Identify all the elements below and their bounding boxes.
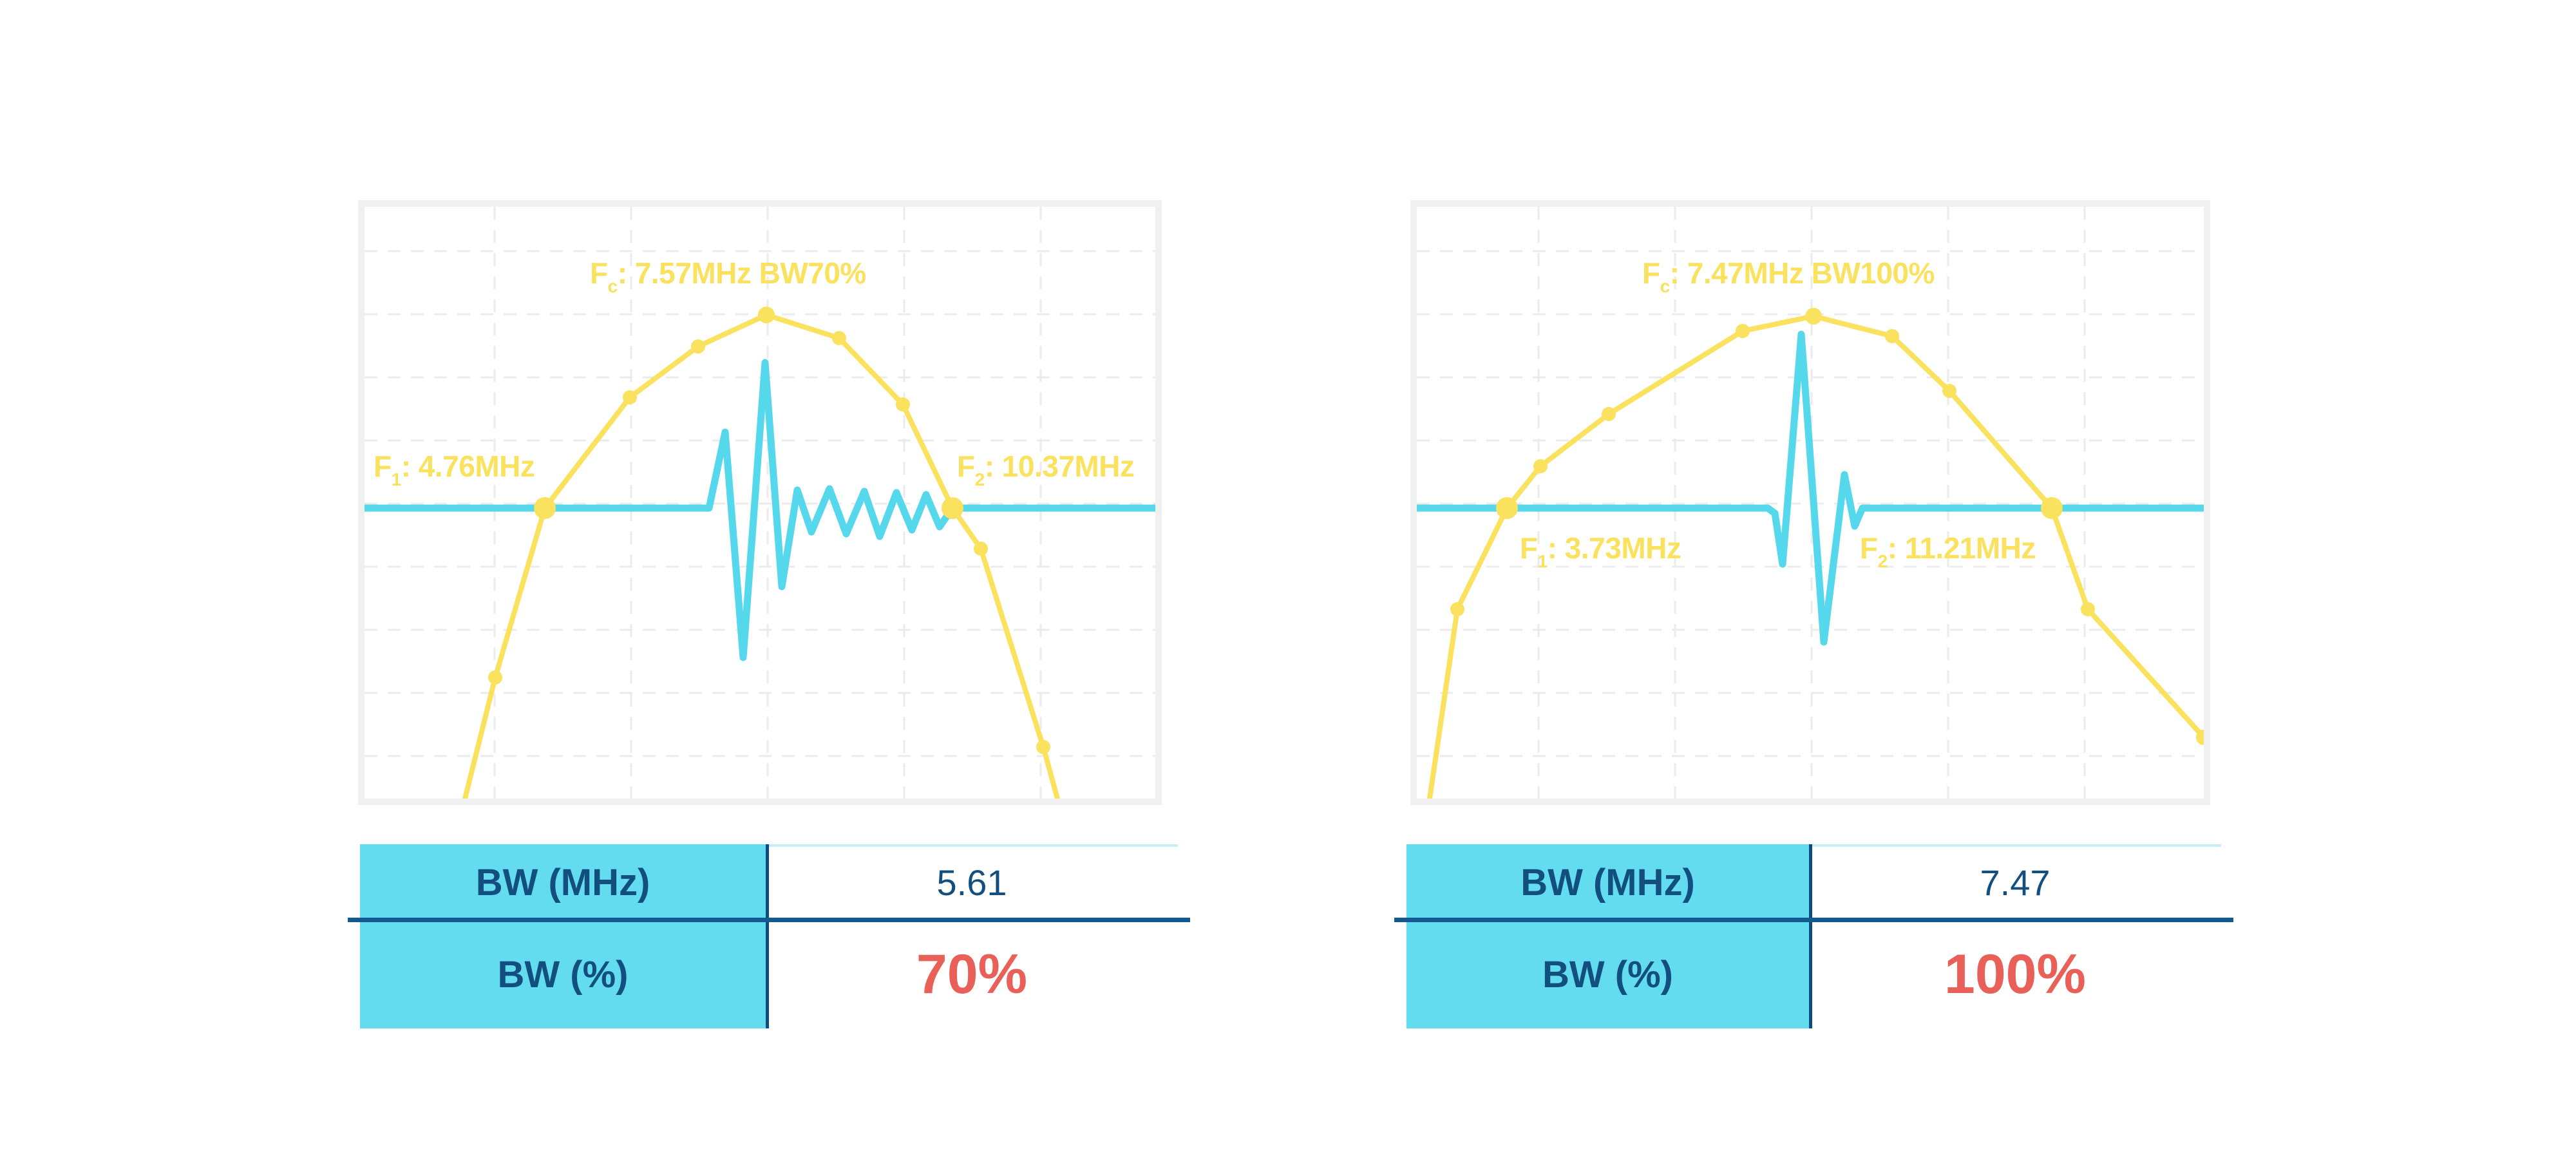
fc-symbol: F bbox=[590, 256, 608, 290]
f2-symbol: F bbox=[957, 449, 975, 483]
chart-panel-bw100: Fc: 7.47MHz BW100% F1: 3.73MHz F2: 11.21… bbox=[1410, 200, 2210, 805]
value-column-top-border bbox=[766, 844, 1178, 847]
f2-annotation: F2: 11.21MHz bbox=[1860, 531, 2036, 571]
fc-value-text: : 7.47MHz BW100% bbox=[1669, 256, 1935, 290]
f2-symbol: F bbox=[1860, 531, 1878, 565]
f2-annotation: F2: 10.37MHz bbox=[957, 449, 1135, 489]
row-divider bbox=[348, 918, 1190, 922]
column-divider bbox=[1809, 844, 1812, 1028]
bw-percent-label-cell: BW (%) bbox=[360, 920, 766, 1028]
f1-value-text: : 3.73MHz bbox=[1547, 531, 1681, 565]
fc-annotation: Fc: 7.47MHz BW100% bbox=[1642, 256, 1935, 296]
bw-percent-label-cell: BW (%) bbox=[1406, 920, 1809, 1028]
bw-mhz-value-cell: 5.61 bbox=[936, 862, 1007, 903]
fc-subscript: c bbox=[1660, 276, 1671, 296]
bw-percent-value-cell: 100% bbox=[1944, 943, 2086, 1005]
f1-value-text: : 4.76MHz bbox=[401, 449, 535, 483]
chart-canvas-bw70 bbox=[365, 207, 1155, 799]
bw-mhz-label-cell: BW (MHz) bbox=[360, 844, 766, 920]
bw-mhz-label-cell: BW (MHz) bbox=[1406, 844, 1809, 920]
f2-value-text: : 11.21MHz bbox=[1887, 531, 2036, 565]
f2-subscript: 2 bbox=[1877, 551, 1888, 571]
value-column-top-border bbox=[1809, 844, 2221, 847]
f1-annotation: F1: 3.73MHz bbox=[1520, 531, 1681, 571]
fc-annotation: Fc: 7.57MHz BW70% bbox=[590, 256, 867, 296]
f1-subscript: 1 bbox=[1537, 551, 1548, 571]
f1-annotation: F1: 4.76MHz bbox=[374, 449, 535, 489]
fc-value-text: : 7.57MHz BW70% bbox=[617, 256, 867, 290]
column-divider bbox=[766, 844, 769, 1028]
f2-value-text: : 10.37MHz bbox=[984, 449, 1135, 483]
chart-panel-bw70: Fc: 7.57MHz BW70% F1: 4.76MHz F2: 10.37M… bbox=[358, 200, 1162, 805]
f1-symbol: F bbox=[1520, 531, 1538, 565]
row-divider bbox=[1394, 918, 2233, 922]
fc-subscript: c bbox=[607, 276, 618, 296]
bw-mhz-value-cell: 7.47 bbox=[1980, 862, 2050, 903]
bw-percent-value-cell: 70% bbox=[916, 943, 1028, 1005]
bw-table-right: BW (MHz) 7.47 BW (%) 100% bbox=[1394, 844, 2233, 1028]
chart-canvas-bw100 bbox=[1417, 207, 2204, 799]
bw-table-left: BW (MHz) 5.61 BW (%) 70% bbox=[348, 844, 1190, 1028]
f2-subscript: 2 bbox=[974, 469, 985, 489]
f1-symbol: F bbox=[374, 449, 392, 483]
fc-symbol: F bbox=[1642, 256, 1660, 290]
f1-subscript: 1 bbox=[391, 469, 402, 489]
